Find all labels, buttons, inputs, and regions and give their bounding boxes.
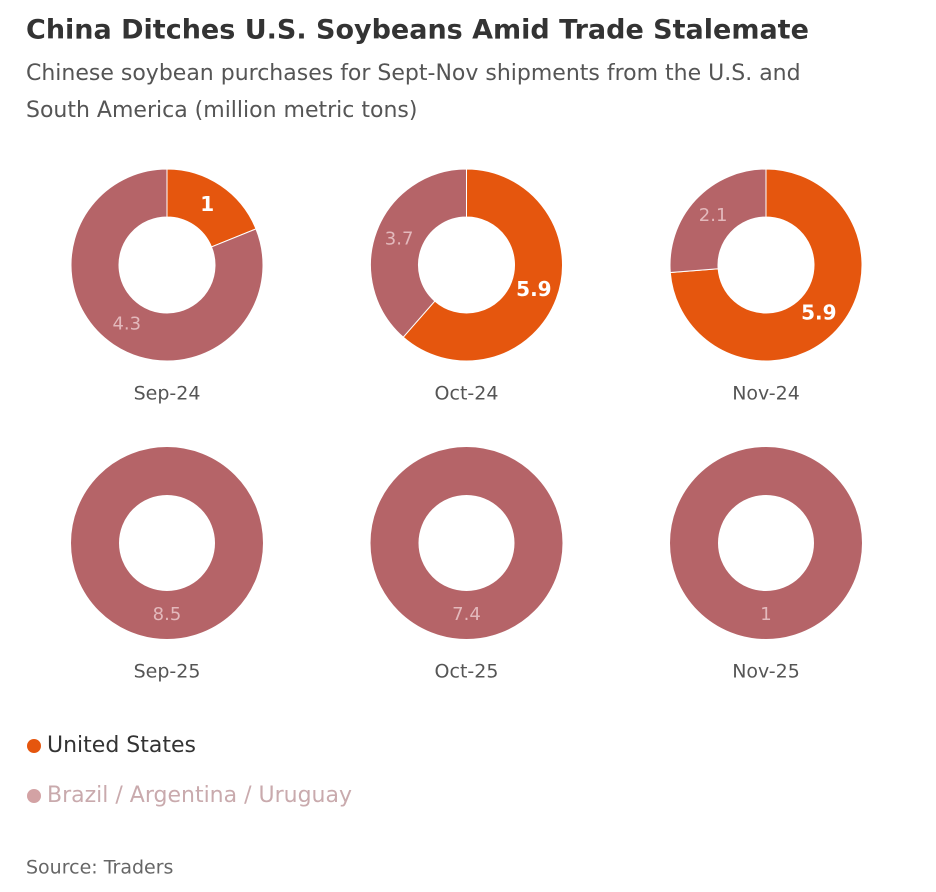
donut-label: Sep-25 (134, 661, 201, 683)
value-label: 2.1 (699, 205, 728, 226)
value-label: 1 (200, 192, 214, 216)
value-label: 1 (760, 604, 771, 625)
subtitle: Chinese soybean purchases for Sept-Nov s… (26, 61, 801, 86)
donut-slice (669, 168, 767, 274)
value-label: 5.9 (516, 277, 551, 301)
donut-slice (70, 168, 264, 362)
donut-slice (370, 168, 467, 338)
donut-slice (670, 447, 862, 639)
legend-label: United States (47, 733, 196, 758)
donut-label: Nov-24 (732, 383, 800, 405)
donut-label: Oct-25 (435, 661, 499, 683)
donut-slice (402, 168, 563, 362)
source: Source: Traders (26, 857, 173, 879)
value-label: 3.7 (385, 229, 414, 250)
value-label: 4.3 (112, 314, 141, 335)
value-label: 7.4 (452, 604, 481, 625)
subtitle: South America (million metric tons) (26, 98, 417, 123)
chart-title: China Ditches U.S. Soybeans Amid Trade S… (26, 15, 809, 46)
value-label: 8.5 (153, 604, 182, 625)
donut-label: Oct-24 (435, 383, 499, 405)
donut-slice (669, 168, 863, 362)
value-label: 5.9 (801, 300, 836, 324)
donut-label: Nov-25 (732, 661, 800, 683)
donut-slice (71, 447, 263, 639)
legend-swatch (27, 739, 41, 753)
donut-label: Sep-24 (134, 383, 201, 405)
donut-slice (370, 447, 563, 639)
legend-swatch (27, 789, 41, 803)
legend-label: Brazil / Argentina / Uruguay (47, 783, 352, 808)
